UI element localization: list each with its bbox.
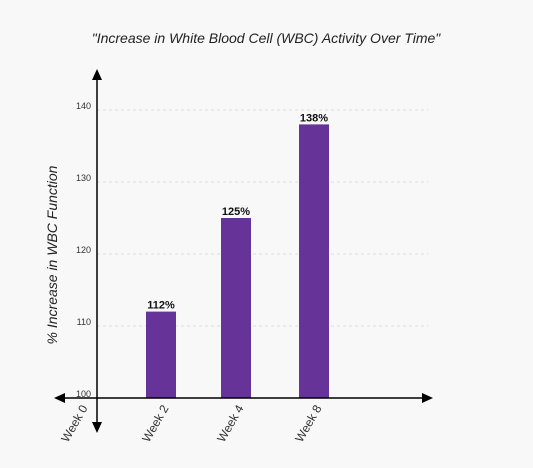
bar-week-2: [146, 311, 176, 398]
y-axis-label: % Increase in WBC Function: [44, 165, 60, 344]
y-tick-label: 130: [76, 173, 91, 183]
data-label: 125%: [222, 206, 250, 218]
y-tick-label: 100: [76, 389, 91, 399]
x-tick-label: Week 8: [292, 402, 325, 444]
y-axis-bottom-arrow: [92, 422, 102, 433]
y-axis-top-arrow: [92, 69, 102, 80]
y-tick-label: 120: [76, 245, 91, 255]
x-tick-label: Week 0: [58, 402, 91, 444]
x-tick-label: Week 4: [214, 402, 247, 444]
bar-week-8: [299, 124, 329, 399]
y-tick-label: 110: [77, 317, 91, 327]
bar-week-4: [221, 218, 251, 398]
x-tick-label: Week 2: [139, 402, 172, 444]
y-tick-labels-group: 100 110 120 130 140: [76, 101, 91, 399]
data-label: 138%: [300, 112, 328, 124]
x-axis-right-arrow: [422, 393, 433, 403]
data-label: 112%: [147, 300, 175, 312]
bars-group: [146, 124, 329, 399]
y-tick-label: 140: [76, 101, 91, 111]
data-labels-group: 112% 125% 138%: [147, 112, 328, 311]
x-axis-left-arrow: [54, 393, 65, 403]
gridlines: [97, 109, 428, 327]
chart-title: "Increase in White Blood Cell (WBC) Acti…: [92, 30, 442, 46]
